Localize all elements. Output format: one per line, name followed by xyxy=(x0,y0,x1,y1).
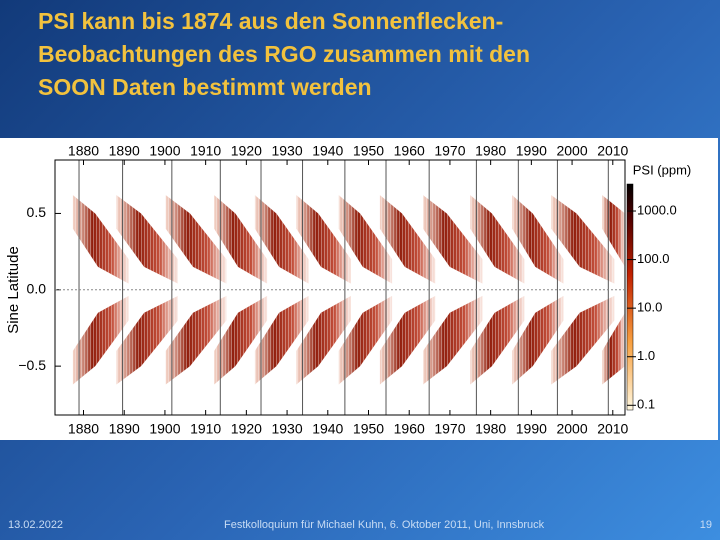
colorbar-tick-label: 1.0 xyxy=(637,348,655,363)
x-tick-label: 1980 xyxy=(475,421,506,437)
wing-texture xyxy=(214,295,268,385)
title-line: SOON Daten bestimmt werden xyxy=(38,74,372,100)
footer-page: 19 xyxy=(699,519,712,531)
x-tick-label: 1880 xyxy=(68,143,99,159)
colorbar-tick-label: 0.1 xyxy=(637,397,655,412)
wing-texture xyxy=(470,295,525,385)
x-tick-label: 2000 xyxy=(556,143,587,159)
footer-date: 13.02.2022 xyxy=(8,519,64,531)
wing-texture xyxy=(296,295,351,385)
wing-texture xyxy=(116,295,178,385)
x-tick-label: 1890 xyxy=(109,421,140,437)
x-tick-label: 1940 xyxy=(312,143,343,159)
x-tick-label: 1970 xyxy=(434,421,465,437)
x-tick-label: 1920 xyxy=(231,143,262,159)
x-tick-label: 1890 xyxy=(109,143,140,159)
title-line: PSI kann bis 1874 aus den Sonnenflecken- xyxy=(38,8,504,34)
footer-text: Festkolloquium für Michael Kuhn, 6. Okto… xyxy=(224,519,545,531)
x-tick-label: 1880 xyxy=(68,421,99,437)
y-tick-label: 0.5 xyxy=(27,204,47,220)
colorbar-title: PSI (ppm) xyxy=(633,162,692,177)
y-axis-label: Sine Latitude xyxy=(5,246,22,334)
wing-texture xyxy=(379,195,436,284)
wing-texture xyxy=(214,195,268,284)
x-tick-label: 1970 xyxy=(434,143,465,159)
colorbar-tick-label: 1000.0 xyxy=(637,202,677,217)
x-tick-label: 1900 xyxy=(149,143,180,159)
x-tick-label: 1990 xyxy=(516,421,547,437)
x-tick-label: 1950 xyxy=(353,421,384,437)
plot-frame xyxy=(54,159,626,416)
wing-texture xyxy=(165,295,227,385)
x-tick-label: 1950 xyxy=(353,143,384,159)
wing-texture xyxy=(423,195,483,284)
wing-texture xyxy=(254,195,309,284)
wing-texture xyxy=(254,295,309,385)
wing-texture xyxy=(470,195,525,284)
wing-texture xyxy=(551,295,615,385)
wing-texture xyxy=(338,295,393,385)
wing-texture xyxy=(72,295,129,385)
y-tick-label: 0.0 xyxy=(27,280,47,296)
x-tick-label: 1980 xyxy=(475,143,506,159)
chart-background xyxy=(0,138,718,440)
chart: Sine Latitude PSI (ppm) 1880 1880 1890 1890… xyxy=(0,138,718,440)
colorbar xyxy=(626,183,634,411)
x-tick-label: 2010 xyxy=(597,143,628,159)
x-tick-label: 2000 xyxy=(556,421,587,437)
x-tick-label: 1960 xyxy=(394,143,425,159)
colorbar-tick-label: 100.0 xyxy=(637,251,670,266)
x-tick-label: 1920 xyxy=(231,421,262,437)
x-tick-label: 2010 xyxy=(597,421,628,437)
wing-texture xyxy=(379,295,436,385)
wing-texture xyxy=(512,295,564,385)
wing-texture xyxy=(296,195,351,284)
wing-texture xyxy=(165,195,227,284)
wing-texture xyxy=(423,295,483,385)
colorbar-tick-label: 10.0 xyxy=(637,300,662,315)
y-tick-label: −0.5 xyxy=(18,357,46,373)
x-tick-label: 1910 xyxy=(190,421,221,437)
x-tick-label: 1910 xyxy=(190,143,221,159)
wing-texture xyxy=(512,195,564,284)
x-tick-label: 1940 xyxy=(312,421,343,437)
x-tick-label: 1990 xyxy=(516,143,547,159)
wing-texture xyxy=(72,195,129,284)
x-tick-label: 1930 xyxy=(271,421,302,437)
wing-texture xyxy=(551,195,615,284)
x-tick-label: 1960 xyxy=(394,421,425,437)
wing-texture xyxy=(116,195,178,284)
x-tick-label: 1930 xyxy=(271,143,302,159)
x-tick-label: 1900 xyxy=(149,421,180,437)
wing-texture xyxy=(338,195,393,284)
title-line: Beobachtungen des RGO zusammen mit den xyxy=(38,41,531,67)
